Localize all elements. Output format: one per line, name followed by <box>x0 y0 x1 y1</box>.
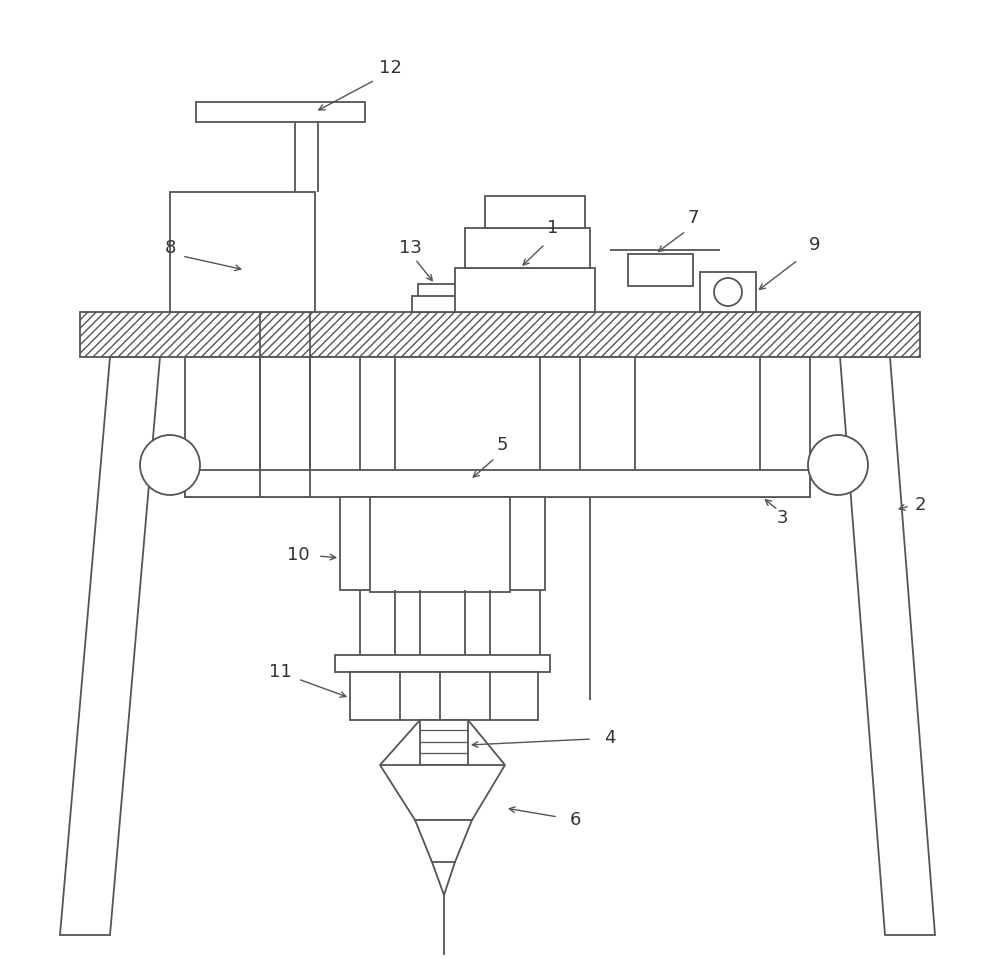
Bar <box>412 296 472 312</box>
Polygon shape <box>840 357 935 935</box>
Circle shape <box>140 435 200 495</box>
Text: 6: 6 <box>569 811 581 829</box>
Bar <box>700 272 756 312</box>
Polygon shape <box>60 357 160 935</box>
Circle shape <box>714 278 742 306</box>
Text: 10: 10 <box>287 546 309 564</box>
Bar <box>335 655 550 672</box>
Bar <box>80 312 920 357</box>
Bar <box>420 720 468 765</box>
Text: 11: 11 <box>269 663 291 681</box>
Text: 4: 4 <box>604 729 616 747</box>
Text: 9: 9 <box>809 236 821 254</box>
Bar <box>485 196 585 228</box>
Text: 5: 5 <box>496 436 508 454</box>
Bar <box>185 357 810 497</box>
Text: 8: 8 <box>164 239 176 257</box>
Bar <box>340 497 545 590</box>
Bar <box>465 228 590 268</box>
Bar <box>185 470 810 497</box>
Text: 12: 12 <box>379 59 401 77</box>
Text: 2: 2 <box>914 496 926 514</box>
Polygon shape <box>415 820 472 862</box>
Bar <box>350 672 538 720</box>
Text: 3: 3 <box>776 509 788 527</box>
Text: 13: 13 <box>399 239 421 257</box>
Bar <box>628 254 693 286</box>
Bar <box>196 102 365 122</box>
Bar <box>455 268 595 312</box>
Bar <box>418 284 466 312</box>
Circle shape <box>808 435 868 495</box>
Polygon shape <box>380 765 505 820</box>
Text: 1: 1 <box>547 219 559 237</box>
Bar <box>170 192 315 312</box>
Text: 7: 7 <box>687 209 699 227</box>
Bar <box>370 497 510 592</box>
